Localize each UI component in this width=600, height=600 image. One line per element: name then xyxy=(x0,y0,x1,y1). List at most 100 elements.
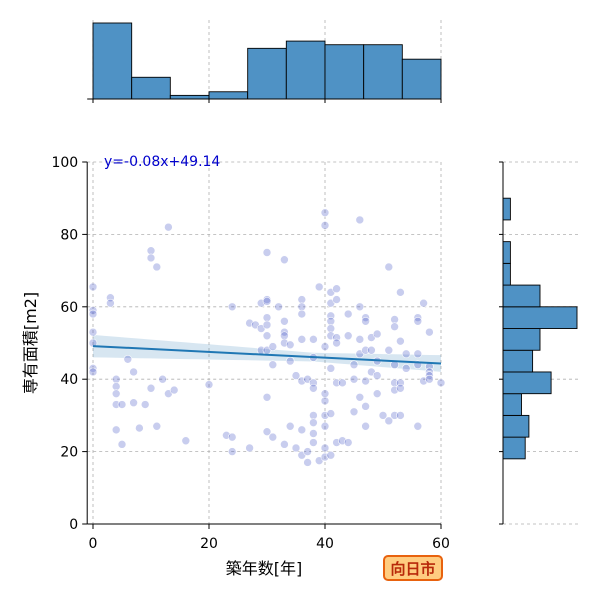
scatter-point xyxy=(343,309,353,319)
scatter-point xyxy=(146,253,156,263)
x-tick-label: 60 xyxy=(432,536,450,552)
y-tick-label: 100 xyxy=(51,155,78,171)
scatter-point xyxy=(372,371,382,380)
scatter-point xyxy=(146,246,156,255)
scatter-point xyxy=(129,367,138,377)
scatter-point xyxy=(123,354,133,364)
scatter-point xyxy=(88,367,98,377)
scatter-point xyxy=(111,425,121,435)
scatter-point xyxy=(355,215,365,225)
scatter-point xyxy=(372,389,382,398)
regression-line xyxy=(92,345,442,365)
right-hist-bar xyxy=(502,328,541,351)
scatter-point xyxy=(413,421,423,431)
scatter-point xyxy=(436,378,446,388)
scatter-point xyxy=(111,382,121,391)
scatter-point xyxy=(396,336,405,346)
scatter-point xyxy=(384,345,394,355)
scatter-point xyxy=(262,313,272,322)
top-hist-bar xyxy=(92,22,133,100)
scatter-point xyxy=(88,364,98,373)
scatter-point xyxy=(401,364,411,373)
right-hist-bar xyxy=(502,349,534,373)
scatter-point xyxy=(309,418,318,427)
scatter-point xyxy=(326,409,336,418)
scatter-point xyxy=(280,327,289,337)
scatter-point xyxy=(413,316,423,326)
scatter-point xyxy=(309,411,318,420)
scatter-point xyxy=(280,331,289,341)
right-hist-bar xyxy=(502,371,552,395)
scatter-point xyxy=(245,443,254,453)
scatter-point xyxy=(297,335,307,344)
scatter-point xyxy=(390,315,399,324)
scatter-point xyxy=(140,400,150,409)
scatter-point xyxy=(320,443,330,453)
top-hist-bar xyxy=(169,94,210,100)
scatter-point xyxy=(396,383,405,393)
top-hist-bar xyxy=(131,76,171,100)
scatter-point xyxy=(320,421,330,431)
scatter-point xyxy=(361,402,370,411)
scatter-point xyxy=(152,262,162,272)
scatter-point xyxy=(262,248,272,257)
scatter-point xyxy=(285,421,295,431)
scatter-point xyxy=(111,374,121,384)
city-badge: 向日市 xyxy=(383,555,443,581)
scatter-point xyxy=(326,364,336,373)
confidence-band xyxy=(93,334,441,372)
scatter-point xyxy=(413,313,423,322)
right-hist-bar xyxy=(502,197,511,221)
scatter-point xyxy=(355,335,365,344)
scatter-point xyxy=(88,306,98,315)
y-tick-label: 40 xyxy=(60,372,78,388)
scatter-point xyxy=(320,208,330,217)
scatter-point xyxy=(419,298,428,308)
scatter-point xyxy=(314,282,324,292)
scatter-point xyxy=(309,383,318,393)
scatter-point xyxy=(268,342,278,351)
scatter-point xyxy=(378,411,388,420)
scatter-point xyxy=(135,423,144,433)
scatter-point xyxy=(227,447,237,456)
scatter-point xyxy=(297,309,307,319)
scatter-point xyxy=(297,295,307,304)
scatter-point xyxy=(309,335,318,344)
scatter-point xyxy=(297,302,307,312)
scatter-point xyxy=(158,374,167,384)
scatter-point xyxy=(169,385,179,395)
top-hist-bar xyxy=(285,40,326,100)
scatter-point xyxy=(280,316,289,326)
x-tick-label: 40 xyxy=(316,536,334,552)
scatter-point xyxy=(309,438,318,447)
scatter-point xyxy=(111,389,121,398)
scatter-point xyxy=(262,427,272,436)
scatter-point xyxy=(285,340,295,350)
scatter-point xyxy=(349,374,359,384)
scatter-point xyxy=(343,438,353,447)
scatter-point xyxy=(164,222,173,232)
x-tick-label: 20 xyxy=(200,536,218,552)
scatter-point xyxy=(117,400,127,409)
scatter-point xyxy=(320,221,330,230)
scatter-point xyxy=(384,262,394,272)
right-hist-bar xyxy=(502,393,522,416)
y-tick-label: 0 xyxy=(69,517,78,533)
scatter-point xyxy=(320,342,330,351)
scatter-point xyxy=(425,327,434,337)
scatter-point xyxy=(262,295,272,304)
top-hist-bar xyxy=(208,91,249,100)
scatter-point xyxy=(349,360,359,370)
scatter-point xyxy=(262,297,272,306)
scatter-point xyxy=(326,324,336,333)
scatter-point xyxy=(280,440,289,449)
scatter-point xyxy=(227,432,237,442)
top-hist-bar xyxy=(401,58,442,100)
scatter-point xyxy=(297,425,307,435)
y-tick-label: 20 xyxy=(60,445,78,461)
scatter-point xyxy=(181,436,191,446)
scatter-point xyxy=(274,302,283,312)
scatter-point xyxy=(332,295,341,304)
